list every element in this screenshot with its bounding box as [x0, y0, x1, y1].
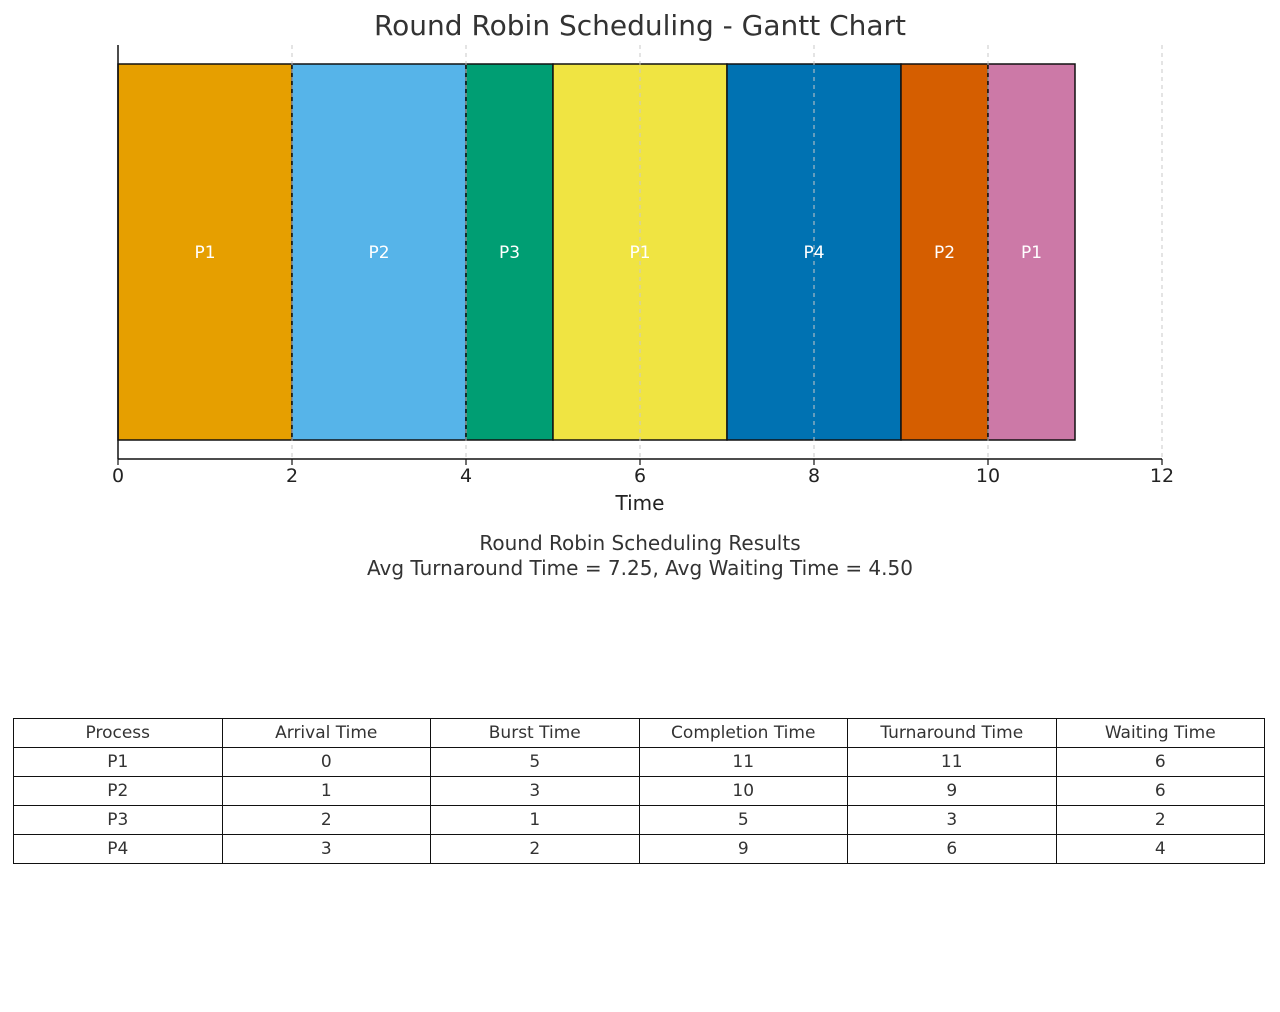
gantt-bar-label: P2 — [368, 243, 389, 263]
header-completion-time: Completion Time — [638, 718, 848, 748]
gantt-bar-p3-2 — [465, 63, 554, 441]
x-tick-label: 0 — [112, 465, 124, 487]
table-cell: 5 — [638, 805, 848, 835]
table-cell: 1 — [221, 776, 431, 806]
x-tick-label: 4 — [460, 465, 472, 487]
table-cell: 10 — [638, 776, 848, 806]
gantt-bar-p1-0 — [117, 63, 293, 441]
table-row: P2 1 3 10 9 6 — [13, 776, 1265, 806]
gantt-bar-p2-1 — [291, 63, 467, 441]
table-cell: 6 — [1055, 747, 1265, 777]
x-tick-label: 10 — [976, 465, 1000, 487]
table-cell: 0 — [221, 747, 431, 777]
header-waiting-time: Waiting Time — [1055, 718, 1265, 748]
table-cell: P2 — [13, 776, 223, 806]
table-row: P3 2 1 5 3 2 — [13, 805, 1265, 835]
table-row: P1 0 5 11 11 6 — [13, 747, 1265, 777]
table-cell: 3 — [430, 776, 640, 806]
x-tick-label: 6 — [634, 465, 646, 487]
table-cell: 1 — [430, 805, 640, 835]
table-cell: 2 — [430, 834, 640, 864]
x-tick-label: 2 — [286, 465, 298, 487]
table-cell: 6 — [1055, 776, 1265, 806]
header-arrival-time: Arrival Time — [221, 718, 431, 748]
gantt-bar-label: P1 — [194, 243, 215, 263]
gantt-bar-p2-5 — [900, 63, 989, 441]
header-burst-time: Burst Time — [430, 718, 640, 748]
x-axis: 0 2 4 6 8 10 12 — [112, 45, 1174, 487]
gantt-bar-label: P3 — [499, 243, 520, 263]
table-cell: 4 — [1055, 834, 1265, 864]
table-cell: 6 — [847, 834, 1057, 864]
gantt-bars: P1 P2 P3 P1 P4 P2 P1 — [117, 63, 1076, 441]
results-title: Round Robin Scheduling Results — [479, 531, 801, 555]
results-averages: Avg Turnaround Time = 7.25, Avg Waiting … — [367, 556, 913, 580]
table-cell: P1 — [13, 747, 223, 777]
chart-title: Round Robin Scheduling - Gantt Chart — [374, 9, 906, 42]
table-cell: 9 — [847, 776, 1057, 806]
gantt-bar-label: P2 — [934, 243, 955, 263]
table-cell: P3 — [13, 805, 223, 835]
header-turnaround-time: Turnaround Time — [847, 718, 1057, 748]
table-cell: 11 — [638, 747, 848, 777]
table-cell: 5 — [430, 747, 640, 777]
table-row: P4 3 2 9 6 4 — [13, 834, 1265, 864]
gantt-bar-label: P1 — [1021, 243, 1042, 263]
results-table: Process Arrival Time Burst Time Completi… — [13, 718, 1265, 864]
table-header-row: Process Arrival Time Burst Time Completi… — [13, 718, 1265, 748]
header-process: Process — [13, 718, 223, 748]
table-cell: 9 — [638, 834, 848, 864]
table-cell: 2 — [1055, 805, 1265, 835]
gantt-bar-p1-6 — [987, 63, 1076, 441]
table-cell: 3 — [221, 834, 431, 864]
x-tick-label: 8 — [808, 465, 820, 487]
table-cell: 2 — [221, 805, 431, 835]
table-cell: 3 — [847, 805, 1057, 835]
x-axis-label: Time — [615, 491, 665, 515]
table-cell: P4 — [13, 834, 223, 864]
table-cell: 11 — [847, 747, 1057, 777]
x-tick-label: 12 — [1150, 465, 1174, 487]
